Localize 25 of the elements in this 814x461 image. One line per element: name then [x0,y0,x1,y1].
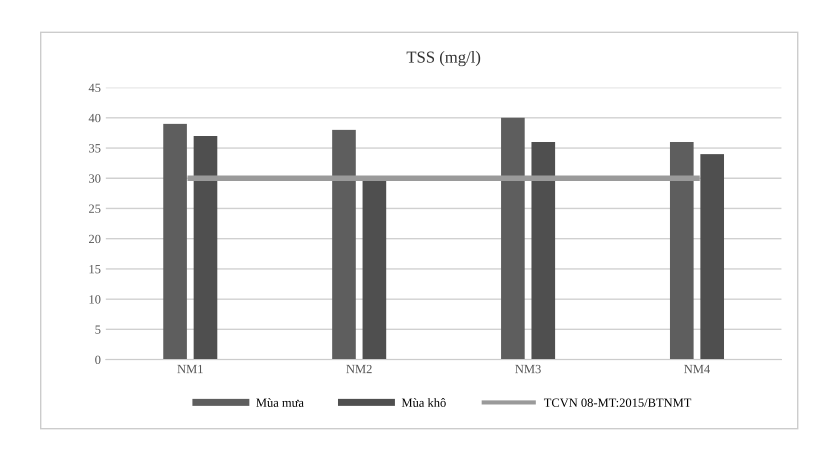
x-tick-label: NM4 [684,364,710,374]
bar [194,136,218,360]
y-tick-label: 35 [89,144,100,152]
y-tick-label: 15 [90,265,100,274]
x-tick-label: NM1 [177,364,203,374]
y-tick-label: 45 [88,84,100,92]
bar [332,130,356,360]
y-tick-label: 10 [90,295,100,304]
bar [670,142,694,360]
y-tick-label: 40 [88,114,100,122]
bar [501,118,525,360]
bar [163,124,187,360]
x-tick-label: NM2 [346,364,372,374]
legend-label: TCVN 08-MT:2015/BTNMT [544,398,692,407]
y-tick-label: 20 [89,234,100,244]
chart-title: TSS (mg/l) [406,51,480,66]
y-tick-label: 5 [95,326,100,334]
bar [531,142,556,360]
bar [700,154,724,360]
x-tick-label: NM3 [515,364,541,374]
legend-label: Mùa mưa [256,398,304,407]
legend-label: Mùa khô [402,398,446,407]
y-tick-label: 30 [89,174,100,183]
y-tick-label: 0 [95,356,100,364]
y-tick-label: 25 [89,204,100,213]
